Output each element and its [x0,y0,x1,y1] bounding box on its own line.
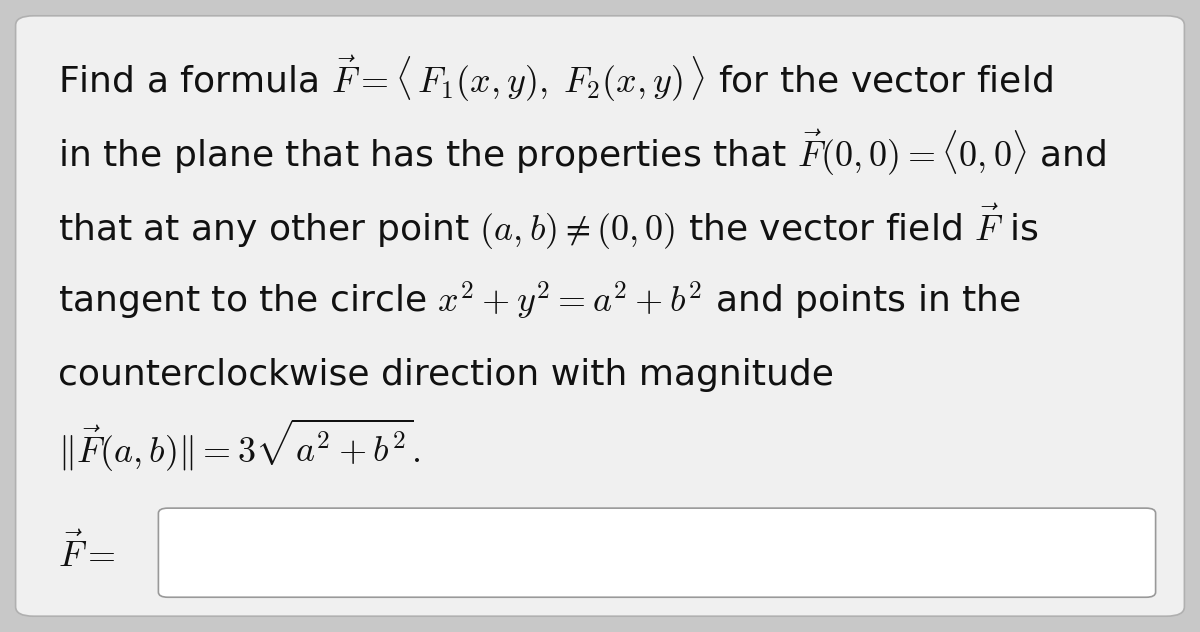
Text: $\|\vec{F}(a, b)\| = 3\sqrt{a^2 + b^2}.$: $\|\vec{F}(a, b)\| = 3\sqrt{a^2 + b^2}.$ [58,417,420,474]
FancyBboxPatch shape [158,508,1156,597]
FancyBboxPatch shape [16,16,1184,616]
Text: Find a formula $\vec{F} = \langle\, F_1(x, y),\; F_2(x, y)\,\rangle$ for the vec: Find a formula $\vec{F} = \langle\, F_1(… [58,54,1052,104]
Text: $\vec{F} =$: $\vec{F} =$ [58,533,115,573]
Text: tangent to the circle $x^2 + y^2 = a^2 + b^2$ and points in the: tangent to the circle $x^2 + y^2 = a^2 +… [58,280,1020,322]
Text: in the plane that has the properties that $\vec{F}(0, 0) = \langle 0, 0\rangle$ : in the plane that has the properties tha… [58,128,1106,178]
Text: that at any other point $(a, b) \neq (0, 0)$ the vector field $\vec{F}$ is: that at any other point $(a, b) \neq (0,… [58,202,1038,252]
Text: counterclockwise direction with magnitude: counterclockwise direction with magnitud… [58,358,834,392]
